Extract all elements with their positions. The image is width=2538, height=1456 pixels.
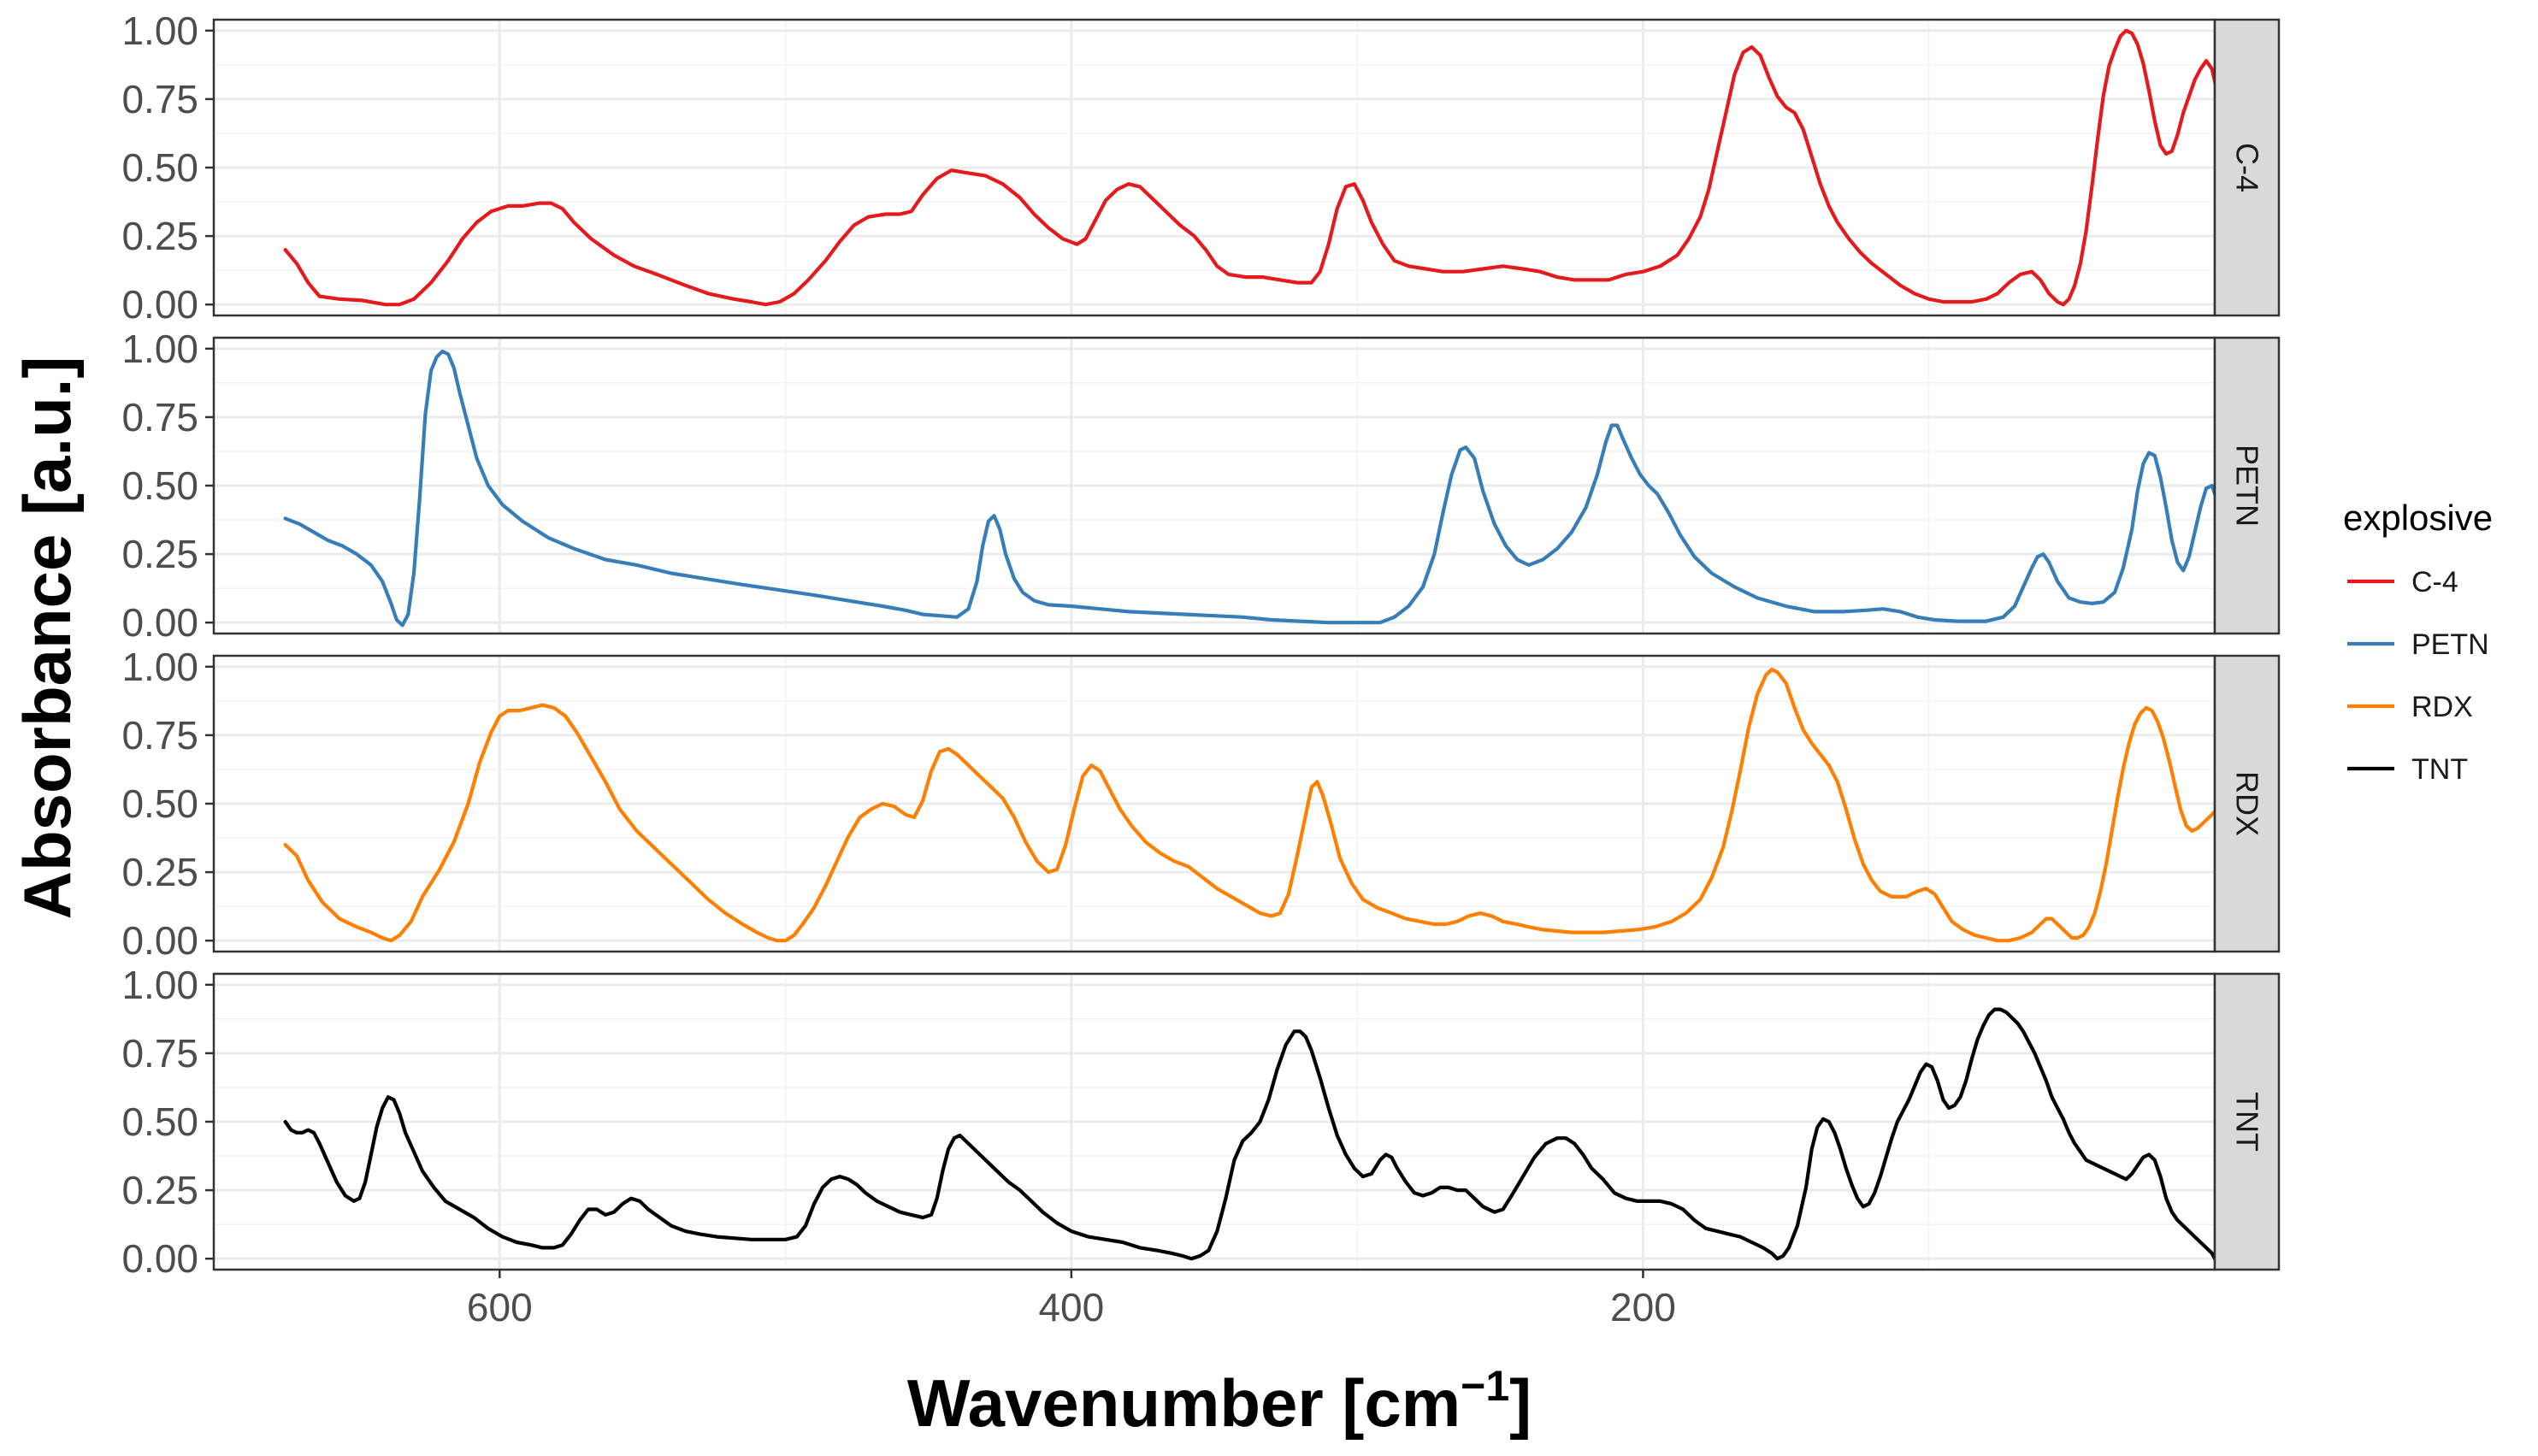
x-axis: 600 400 200	[467, 1270, 1676, 1329]
y-tick-label: 0.75	[121, 77, 198, 121]
facet-strip-label: RDX	[2230, 771, 2265, 836]
series-line-petn	[283, 349, 2248, 628]
y-tick-label: 0.00	[121, 600, 198, 645]
y-tick-label: 0.50	[121, 1099, 198, 1144]
y-tick-label: 0.25	[121, 214, 198, 258]
panel-c-4: 0.00 0.25 0.50 0.75 1.00 C-4	[121, 9, 2281, 327]
legend-label-tnt: TNT	[2411, 753, 2468, 786]
series-line-c-4	[283, 28, 2243, 307]
y-tick-label: 0.50	[121, 463, 198, 508]
facet-strip-label: TNT	[2230, 1092, 2265, 1152]
panel-tnt: 0.00 0.25 0.50 0.75 1.00 TNT	[121, 963, 2281, 1281]
y-tick-label: 1.00	[121, 963, 198, 1007]
facet-strip	[2213, 18, 2281, 317]
facet-strip	[2213, 972, 2281, 1271]
panels: 0.00 0.25 0.50 0.75 1.00 C-4 0.00 0.25 0.50 0.75 1…	[121, 9, 2281, 1281]
legend-label-rdx: RDX	[2411, 691, 2473, 723]
legend-label-petn: PETN	[2411, 628, 2489, 661]
legend: explosive C-4 PETN RDX TNT	[2343, 498, 2493, 786]
x-tick-label: 200	[1610, 1285, 1676, 1329]
legend-label-c-4: C-4	[2411, 566, 2458, 598]
y-tick-label: 0.75	[121, 395, 198, 439]
y-tick-label: 0.25	[121, 850, 198, 894]
facet-strip	[2213, 654, 2281, 953]
x-tick-label: 600	[467, 1285, 533, 1329]
x-tick-label: 400	[1038, 1285, 1104, 1329]
y-tick-label: 1.00	[121, 327, 198, 371]
y-tick-label: 0.25	[121, 1168, 198, 1212]
y-tick-label: 0.25	[121, 532, 198, 576]
y-tick-label: 0.00	[121, 282, 198, 327]
legend-items: C-4 PETN RDX TNT	[2347, 566, 2489, 786]
y-tick-label: 0.75	[121, 713, 198, 757]
facet-strip	[2213, 336, 2281, 635]
y-tick-label: 1.00	[121, 645, 198, 689]
panel-petn: 0.00 0.25 0.50 0.75 1.00 PETN	[121, 327, 2281, 645]
y-tick-label: 0.00	[121, 1236, 198, 1281]
x-axis-title: Wavenumber [cm−1]	[907, 1362, 1532, 1441]
y-tick-label: 1.00	[121, 9, 198, 53]
legend-title: explosive	[2343, 498, 2493, 538]
series-line-rdx	[283, 667, 2260, 943]
y-tick-label: 0.00	[121, 918, 198, 963]
facet-strip-label: C-4	[2230, 143, 2265, 192]
y-axis-title: Absorbance [a.u.]	[9, 357, 85, 920]
series-line-tnt	[283, 1007, 2220, 1266]
y-tick-label: 0.75	[121, 1031, 198, 1076]
panel-rdx: 0.00 0.25 0.50 0.75 1.00 RDX	[121, 645, 2281, 963]
y-tick-label: 0.50	[121, 145, 198, 190]
y-tick-label: 0.50	[121, 781, 198, 826]
facet-strip-label: PETN	[2230, 445, 2265, 527]
